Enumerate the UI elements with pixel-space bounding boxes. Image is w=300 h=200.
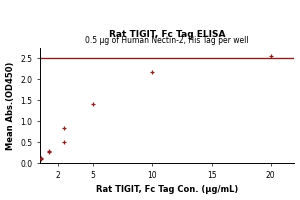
Title: Rat TIGIT, Fc Tag ELISA: Rat TIGIT, Fc Tag ELISA	[109, 30, 225, 39]
Y-axis label: Mean Abs.(OD450): Mean Abs.(OD450)	[6, 61, 15, 150]
X-axis label: Rat TIGIT, Fc Tag Con. (μg/mL): Rat TIGIT, Fc Tag Con. (μg/mL)	[96, 185, 238, 194]
Text: 0.5 μg of Human Nectin-2, His Tag per well: 0.5 μg of Human Nectin-2, His Tag per we…	[85, 36, 249, 45]
